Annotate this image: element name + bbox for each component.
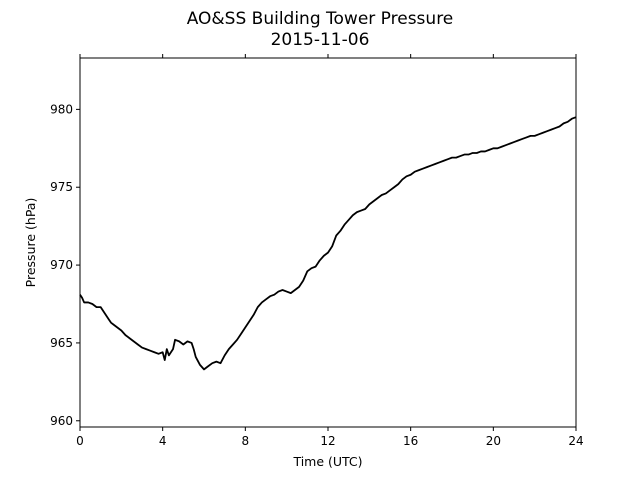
chart-title: AO&SS Building Tower Pressure [187, 9, 454, 29]
chart-subtitle: 2015-11-06 [271, 30, 370, 50]
plot-frame [79, 57, 577, 428]
y-tick-label: 965 [50, 336, 73, 350]
y-tick-label: 970 [50, 258, 73, 272]
y-tick-label: 960 [50, 414, 73, 428]
y-tick-label: 980 [50, 102, 73, 116]
x-tick-label: 24 [568, 434, 583, 448]
x-tick-label: 4 [159, 434, 167, 448]
x-tick-label: 20 [486, 434, 501, 448]
x-tick-label: 12 [320, 434, 335, 448]
y-axis: 960 965 970 975 980 [50, 102, 80, 428]
y-axis-label: Pressure (hPa) [23, 198, 38, 288]
x-axis: 0 4 8 12 16 20 24 [76, 54, 584, 448]
x-tick-label: 8 [242, 434, 250, 448]
x-tick-label: 16 [403, 434, 418, 448]
pressure-series-line [79, 116, 577, 371]
y-tick-label: 975 [50, 180, 73, 194]
x-axis-label: Time (UTC) [292, 454, 362, 469]
x-tick-label: 0 [76, 434, 84, 448]
